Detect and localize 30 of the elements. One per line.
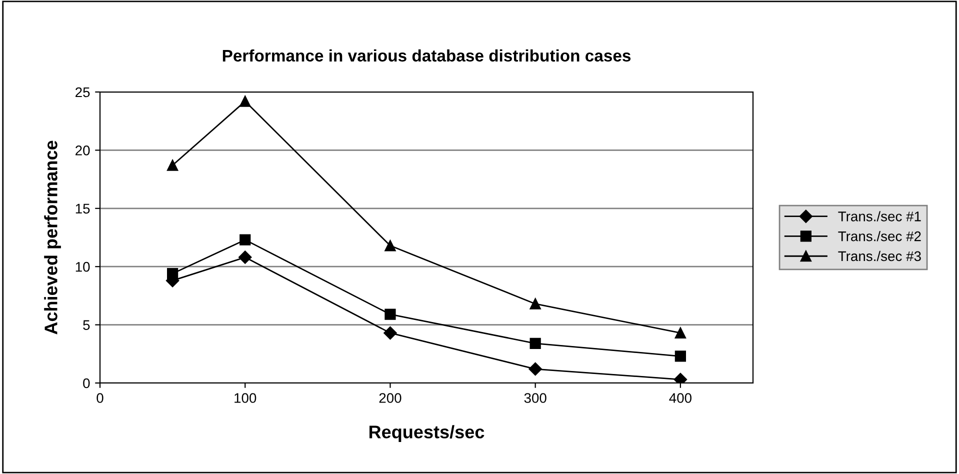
legend-label: Trans./sec #1: [838, 211, 921, 222]
point: [530, 298, 541, 310]
legend-label: Trans./sec #3: [838, 250, 921, 262]
x-tick-label: 300: [524, 393, 546, 403]
point: [240, 234, 251, 246]
y-axis-title: Achieved performance: [44, 140, 61, 334]
point: [674, 350, 686, 362]
point: [674, 327, 686, 339]
legend-label: Trans./sec #2: [838, 231, 921, 242]
y-tick-label: 0: [83, 378, 90, 388]
point: [240, 96, 251, 107]
point: [167, 268, 178, 280]
point: [238, 250, 252, 264]
point: [528, 362, 542, 376]
y-tick-label: 10: [76, 262, 90, 272]
point: [384, 326, 397, 340]
chart-title: Performance in various database distribution cases: [222, 49, 631, 62]
x-tick-label: 0: [96, 393, 104, 403]
y-tick-label: 25: [76, 87, 90, 98]
x-tick-label: 200: [379, 393, 402, 403]
point: [384, 308, 396, 320]
y-tick-label: 5: [83, 320, 90, 330]
x-axis-title: Requests/sec: [370, 425, 484, 442]
y-tick-label: 20: [76, 146, 90, 156]
point: [530, 338, 541, 349]
point: [167, 160, 178, 171]
x-tick-label: 100: [234, 393, 256, 403]
y-tick-label: 15: [76, 204, 90, 214]
point: [384, 240, 396, 252]
x-tick-label: 400: [669, 393, 692, 403]
